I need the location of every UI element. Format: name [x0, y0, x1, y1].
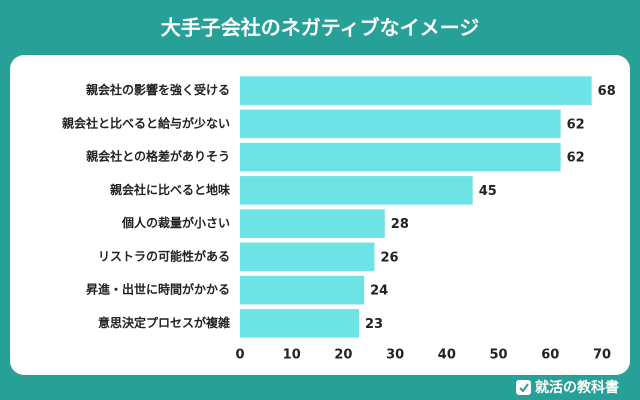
value-label: 68: [598, 84, 616, 99]
brand-name: 就活の教科書: [535, 379, 619, 396]
x-tick-label: 50: [490, 348, 508, 363]
value-label: 26: [380, 250, 398, 265]
y-tick-label: 個人の裁量が小さい: [121, 215, 230, 230]
brand-logo: 就活の教科書: [516, 379, 619, 396]
value-label: 62: [567, 151, 585, 166]
value-label: 45: [479, 184, 497, 199]
x-tick-label: 10: [283, 348, 301, 363]
value-label: 23: [365, 317, 383, 332]
bar: [240, 176, 473, 205]
brand-icon-mark: [519, 383, 529, 393]
y-tick-label: 親会社との格差がありそう: [86, 149, 230, 164]
bar: [240, 142, 561, 172]
x-tick-label: 20: [334, 348, 352, 363]
value-label: 28: [391, 217, 409, 232]
chart-title: 大手子会社のネガティブなイメージ: [161, 16, 479, 40]
value-label: 24: [370, 284, 388, 299]
bar: [240, 209, 385, 238]
x-tick-label: 0: [235, 348, 244, 363]
x-tick-label: 40: [438, 348, 456, 363]
bar: [240, 275, 365, 305]
x-tick-label: 70: [593, 348, 611, 363]
bar: [240, 309, 359, 338]
y-tick-label: 親会社と比べると給与が少ない: [62, 115, 230, 130]
bar: [240, 76, 592, 105]
y-tick-label: リストラの可能性がある: [98, 248, 230, 263]
x-tick-label: 60: [541, 348, 559, 363]
y-tick-label: 意思決定プロセスが複雑: [98, 315, 230, 330]
brand-icon: [516, 380, 531, 395]
y-tick-label: 昇進・出世に時間がかかる: [86, 282, 230, 297]
y-tick-label: 親会社の影響を強く受ける: [86, 82, 230, 97]
x-tick-label: 30: [386, 348, 404, 363]
y-tick-label: 親会社に比べると地味: [110, 182, 230, 197]
value-label: 62: [567, 117, 585, 132]
bar: [240, 109, 561, 139]
bar: [240, 242, 375, 272]
